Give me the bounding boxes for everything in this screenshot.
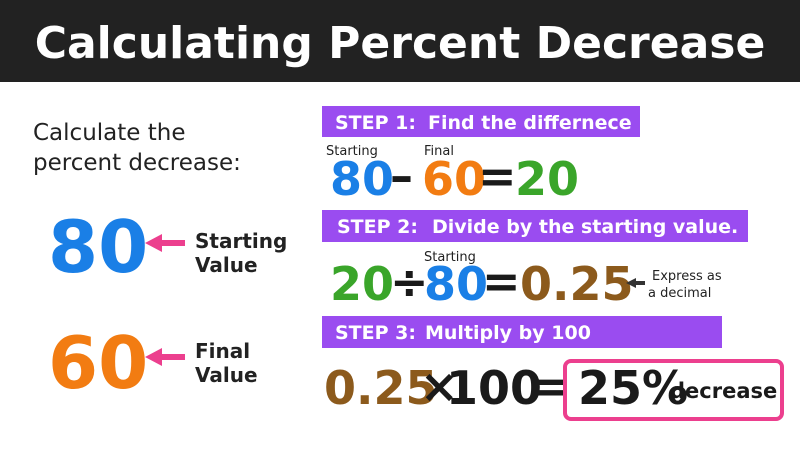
term: 60: [422, 152, 486, 206]
result-word: decrease: [670, 379, 777, 403]
note: Express as: [652, 269, 722, 284]
note: a decimal: [648, 286, 711, 301]
term: 20: [515, 152, 579, 206]
given-value: 80: [48, 205, 148, 289]
given-label: Value: [195, 253, 258, 277]
step-bar: [322, 106, 640, 137]
prompt-line: Calculate the: [33, 120, 185, 146]
operator: ×: [420, 359, 459, 413]
prompt-line: percent decrease:: [33, 150, 241, 176]
term: 80: [330, 152, 394, 206]
operator: =: [482, 254, 521, 308]
step-text: Divide by the starting value.: [432, 216, 738, 238]
arrow: [145, 348, 185, 366]
operator: =: [530, 359, 569, 413]
given-label: Value: [195, 363, 258, 387]
term: 0.25: [520, 257, 634, 311]
arrow: [626, 278, 645, 288]
operator: –: [390, 149, 413, 203]
operator: =: [478, 149, 517, 203]
step-label: STEP 2:: [337, 216, 418, 238]
term: 0.25: [324, 361, 438, 415]
term: 100: [446, 361, 542, 415]
term: 20: [330, 257, 394, 311]
step-label: STEP 3:: [335, 322, 416, 344]
given-value: 60: [48, 321, 148, 405]
arrow: [145, 234, 185, 252]
title: Calculating Percent Decrease: [35, 18, 766, 69]
term: 80: [424, 257, 488, 311]
caption: Starting: [326, 144, 378, 159]
title-bar: [0, 0, 800, 82]
caption: Final: [424, 144, 454, 159]
step-label: STEP 1:: [335, 112, 416, 134]
result-value: 25%: [578, 361, 688, 415]
result-box: [563, 359, 784, 421]
operator: ÷: [390, 255, 429, 309]
step-bar: [322, 316, 722, 348]
caption: Starting: [424, 250, 476, 265]
step-text: Multiply by 100: [425, 322, 591, 344]
given-label: Final: [195, 339, 250, 363]
step-bar: [322, 210, 748, 242]
step-text: Find the differnece: [428, 112, 632, 134]
given-label: Starting: [195, 229, 287, 253]
